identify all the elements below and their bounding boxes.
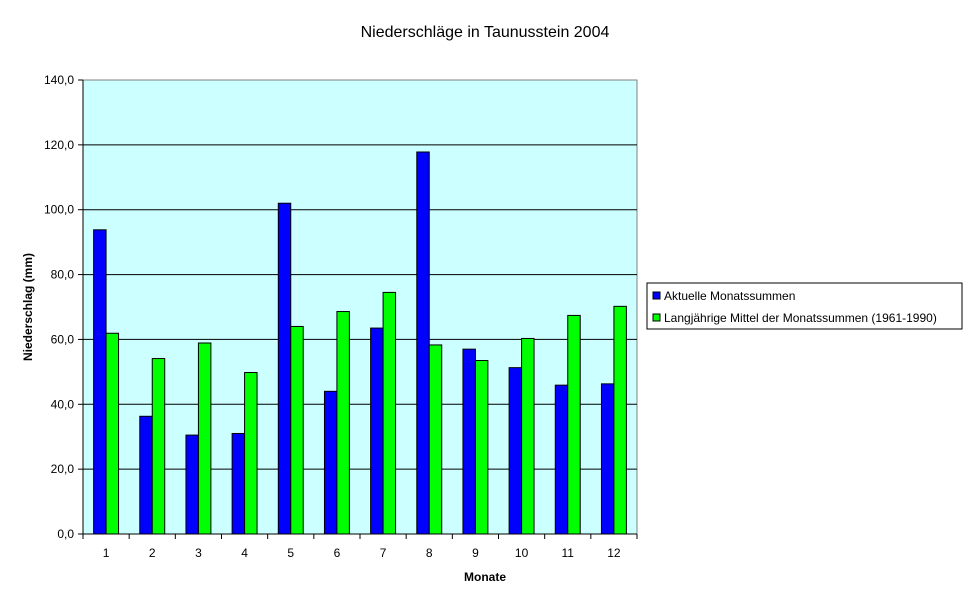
legend-swatch-mittel [652,313,661,322]
bar-mittel-5 [290,325,304,535]
x-axis-label: Monate [464,570,506,584]
chart-title: Niederschläge in Taunusstein 2004 [361,24,610,41]
x-tick-label: 6 [334,546,341,560]
bar-mittel-11 [567,314,581,535]
bar-aktuell-10 [508,367,523,535]
legend-label-aktuell: Aktuelle Monatssummen [664,289,795,303]
x-tick-label: 10 [515,546,529,560]
y-tick-label: 20,0 [51,462,75,476]
plot-area [82,79,638,535]
y-tick-label: 0,0 [57,527,74,541]
x-tick-label: 7 [380,546,387,560]
y-tick-label: 140,0 [44,73,74,87]
bars [93,151,627,535]
x-tick-label: 12 [607,546,621,560]
x-tick-label: 11 [562,546,575,560]
x-tick-label: 2 [149,546,156,560]
bar-mittel-3 [197,342,212,535]
y-axis-label: Niederschlag (mm) [21,253,35,361]
bar-mittel-2 [151,358,166,535]
x-tick-label: 5 [287,546,294,560]
x-tick-label: 1 [103,546,110,560]
bar-aktuell-9 [462,348,476,535]
bar-aktuell-6 [323,390,338,535]
y-tick-label: 40,0 [51,397,75,411]
legend: Aktuelle Monatssummen Langjährige Mittel… [646,282,963,330]
bar-aktuell-8 [416,151,430,535]
y-tick-label: 80,0 [51,268,75,282]
bar-aktuell-1 [93,229,107,535]
bar-aktuell-5 [277,202,292,535]
y-tick-label: 100,0 [44,203,74,217]
bar-aktuell-2 [139,415,153,535]
bar-aktuell-12 [600,383,615,535]
bar-mittel-6 [336,311,350,535]
bar-mittel-10 [521,337,535,535]
bar-aktuell-4 [231,432,246,535]
legend-swatch-aktuell [652,291,661,300]
bar-mittel-1 [105,332,120,535]
bar-mittel-4 [244,372,258,535]
bar-mittel-7 [382,291,397,535]
bar-mittel-9 [474,360,489,535]
x-tick-label: 4 [241,546,248,560]
x-tick-label: 3 [195,546,202,560]
y-tick-label: 60,0 [51,332,75,346]
x-tick-label: 8 [426,546,433,560]
bar-aktuell-7 [370,327,384,535]
bar-aktuell-11 [554,384,569,535]
x-tick-label: 9 [472,546,479,560]
legend-box [646,282,963,330]
legend-label-mittel: Langjährige Mittel der Monatssummen (196… [664,311,937,325]
bar-mittel-12 [613,305,627,535]
y-tick-label: 120,0 [44,138,74,152]
gridlines [83,144,637,470]
bar-mittel-8 [428,344,443,535]
bar-aktuell-3 [185,434,199,535]
